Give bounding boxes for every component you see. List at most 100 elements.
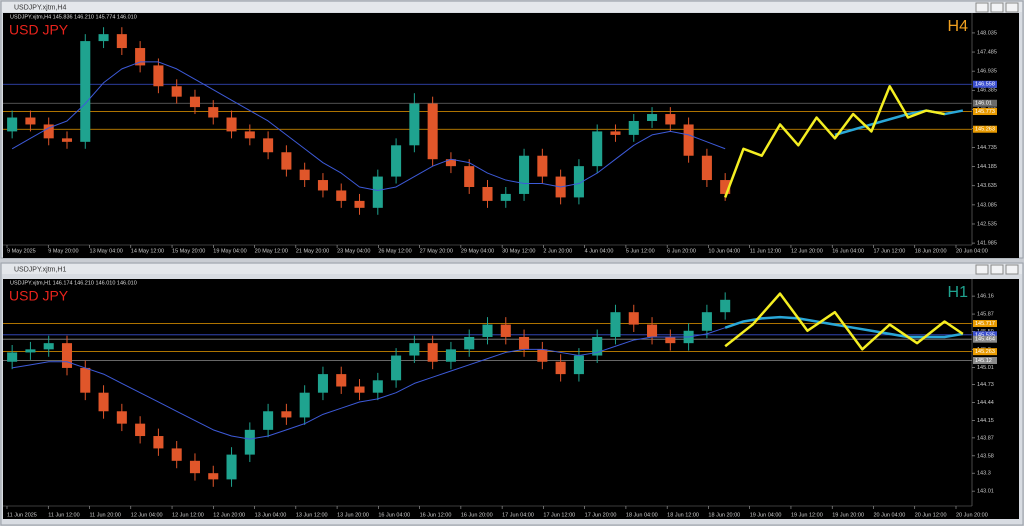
price-level-tag [973, 320, 997, 328]
candle-body [135, 423, 146, 437]
chart-info: USDJPY.xjtm,H4 145.836 146.210 145.774 1… [10, 14, 137, 20]
candle-body [189, 460, 200, 474]
window-button[interactable] [990, 2, 1004, 13]
y-tick-label: 144.44 [977, 400, 994, 406]
x-tick-label: 17 Jun 20:00 [585, 512, 617, 518]
x-tick-label: 17 Jun 04:00 [502, 512, 534, 518]
candle-body [720, 180, 731, 194]
candle-body [372, 176, 383, 208]
window-button[interactable] [975, 2, 989, 13]
x-tick-label: 13 Jun 20:00 [337, 512, 369, 518]
candle-body [336, 374, 347, 387]
y-tick-label: 144.185 [977, 164, 997, 170]
candle-body [208, 107, 219, 118]
price-level-label: 145.717 [975, 321, 995, 327]
x-tick-label: 16 Jun 04:00 [832, 248, 864, 254]
price-level-label: 145.464 [975, 337, 995, 343]
window-button[interactable] [1005, 2, 1019, 13]
x-tick-label: 30 May 12:00 [502, 248, 535, 254]
price-level-tag [973, 331, 997, 339]
window-title: USDJPY.xjtm,H1 [14, 266, 66, 273]
price-level-tag [973, 335, 997, 343]
price-level-label: 146.558 [975, 82, 995, 88]
y-tick-label: 141.985 [977, 241, 997, 247]
price-level-tag [973, 125, 997, 133]
candle-body [372, 380, 383, 393]
x-tick-label: 15 May 20:00 [172, 248, 205, 254]
candle-body [98, 392, 109, 412]
candle-body [226, 454, 237, 480]
y-tick-label: 146.935 [977, 69, 997, 75]
candle-body [500, 324, 511, 337]
x-tick-label: 10 Jun 04:00 [708, 248, 740, 254]
y-tick-label: 144.735 [977, 145, 997, 151]
price-projection [724, 292, 964, 351]
chart-title: USD JPY [9, 22, 69, 38]
y-tick-label: 147.485 [977, 49, 997, 55]
window-button[interactable] [975, 264, 989, 275]
candle-body [482, 186, 493, 201]
window-button[interactable] [990, 264, 1004, 275]
x-tick-label: 13 May 04:00 [90, 248, 123, 254]
x-tick-label: 9 May 20:00 [48, 248, 78, 254]
window-button[interactable] [1005, 264, 1019, 275]
candle-body [409, 103, 420, 146]
x-tick-label: 14 May 12:00 [131, 248, 164, 254]
x-tick-label: 6 Jun 20:00 [667, 248, 696, 254]
candle-body [427, 343, 438, 362]
candle-body [647, 324, 658, 337]
price-level-label: 145.12 [975, 358, 992, 364]
x-tick-label: 18 Jun 20:00 [915, 248, 947, 254]
x-tick-label: 11 Jun 2025 [7, 512, 37, 518]
x-tick-label: 12 Jun 12:00 [172, 512, 204, 518]
candle-body [592, 336, 603, 356]
candle-body [244, 429, 255, 455]
candle-body [263, 411, 274, 430]
x-tick-label: 5 Jun 12:00 [626, 248, 655, 254]
x-tick-label: 20 Jun 04:00 [956, 248, 988, 254]
y-tick-label: 145.01 [977, 365, 994, 371]
x-tick-label: 18 Jun 04:00 [626, 512, 658, 518]
candle-body [171, 448, 182, 461]
y-tick-label: 142.535 [977, 221, 997, 227]
candle-body [226, 117, 237, 132]
candle-body [317, 374, 328, 393]
candle-body [537, 155, 548, 177]
candle-body [573, 355, 584, 375]
price-level-label: 145.263 [975, 127, 995, 133]
y-tick-label: 146.16 [977, 294, 994, 300]
price-level-tag [973, 356, 997, 364]
candle-body [98, 34, 109, 42]
candle-body [153, 65, 164, 87]
y-tick-label: 144.73 [977, 382, 994, 388]
x-tick-label: 11 Jun 12:00 [750, 248, 781, 254]
candle-body [537, 349, 548, 362]
plot-area [3, 279, 1019, 519]
candle-body [299, 392, 310, 418]
title-bar [2, 264, 1022, 274]
candle-body [7, 352, 18, 362]
candle-body [665, 336, 676, 344]
x-tick-label: 19 Jun 20:00 [832, 512, 864, 518]
x-tick-label: 18 Jun 20:00 [708, 512, 740, 518]
x-tick-label: 21 May 20:00 [296, 248, 329, 254]
plot-area [3, 13, 1019, 258]
x-tick-label: 17 Jun 12:00 [543, 512, 575, 518]
candle-body [43, 343, 54, 350]
candle-body [701, 312, 712, 331]
candle-body [171, 86, 182, 97]
candle-body [61, 343, 73, 368]
candle-body [409, 343, 420, 356]
x-tick-label: 9 May 2025 [7, 248, 36, 254]
candle-body [281, 152, 292, 170]
x-tick-label: 12 Jun 20:00 [791, 248, 823, 254]
x-tick-label: 26 May 12:00 [378, 248, 411, 254]
y-tick-label: 144.15 [977, 418, 994, 424]
timeframe-label: H1 [948, 284, 969, 301]
candle-body [135, 48, 146, 66]
candle-body [25, 117, 36, 125]
timeframe-label: H4 [948, 18, 969, 35]
candle-body [701, 155, 712, 181]
candle-body [445, 349, 456, 362]
x-tick-label: 4 Jun 04:00 [585, 248, 614, 254]
